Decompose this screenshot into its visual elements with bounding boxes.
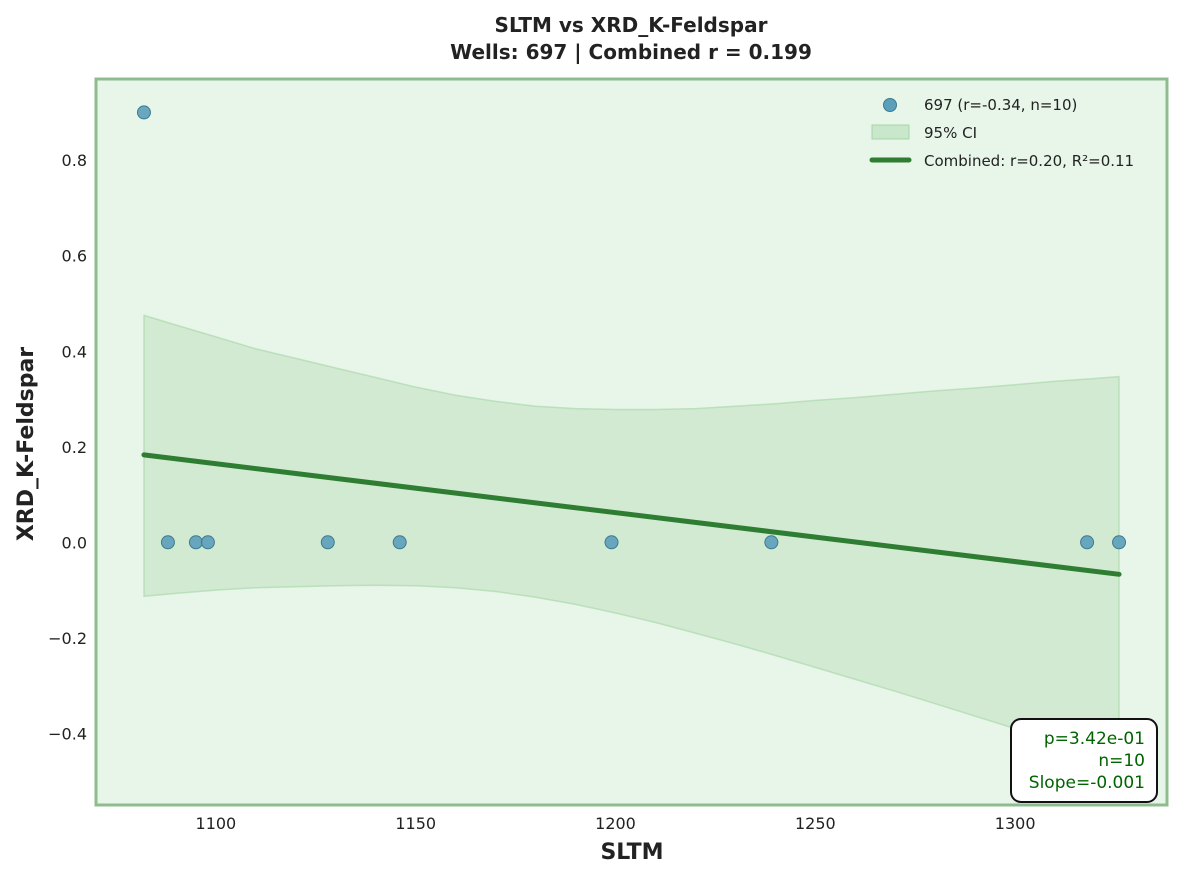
chart-title: SLTM vs XRD_K-Feldspar: [495, 13, 768, 37]
chart-subtitle: Wells: 697 | Combined r = 0.199: [450, 40, 812, 64]
y-tick-label: 0.8: [62, 151, 87, 170]
x-tick-label: 1250: [795, 814, 836, 833]
data-point: [764, 535, 779, 550]
stats-slope: Slope=-0.001: [1029, 773, 1145, 793]
y-axis-label: XRD_K-Feldspar: [14, 347, 39, 541]
legend: 697 (r=-0.34, n=10) 95% CI Combined: r=0…: [869, 96, 1134, 170]
stats-box: p=3.42e-01 n=10 Slope=-0.001: [1010, 718, 1158, 803]
data-point: [188, 535, 203, 550]
data-point: [320, 535, 335, 550]
y-tick-label: 0.2: [62, 438, 87, 457]
data-point: [136, 105, 151, 120]
regression-line: [141, 452, 1122, 577]
x-tick-label: 1100: [196, 814, 237, 833]
data-point: [1080, 535, 1095, 550]
data-point: [160, 535, 175, 550]
legend-marker-697: [883, 98, 897, 112]
data-point: [604, 535, 619, 550]
plot-frame: [94, 77, 1169, 807]
legend-label-697: 697 (r=-0.34, n=10): [924, 96, 1077, 114]
y-tick-label: 0.6: [62, 247, 87, 266]
y-tick-label: 0.0: [62, 533, 87, 552]
legend-label-combined: Combined: r=0.20, R²=0.11: [924, 152, 1134, 170]
stats-n: n=10: [1098, 751, 1145, 771]
legend-label-ci: 95% CI: [924, 124, 977, 142]
x-axis-label: SLTM: [600, 840, 663, 865]
plot-area: [96, 79, 1167, 805]
y-tick-label: 0.4: [62, 342, 87, 361]
x-tick-label: 1300: [995, 814, 1036, 833]
y-tick-label: −0.2: [48, 629, 87, 648]
stats-p-value: p=3.42e-01: [1044, 729, 1145, 749]
data-point: [1112, 535, 1127, 550]
legend-patch-ci: [871, 124, 910, 140]
stats-box-frame: [1010, 718, 1158, 803]
x-tick-label: 1200: [595, 814, 636, 833]
y-tick-label: −0.4: [48, 724, 87, 743]
data-point: [200, 535, 215, 550]
data-point: [392, 535, 407, 550]
x-tick-label: 1150: [395, 814, 436, 833]
